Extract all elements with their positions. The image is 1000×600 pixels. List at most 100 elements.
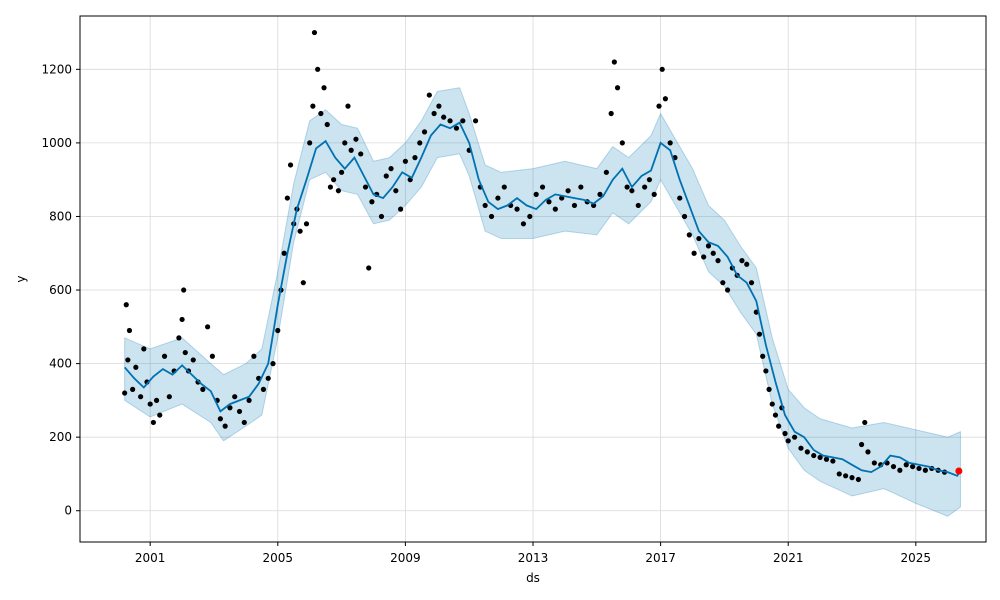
observed-point: [138, 394, 144, 400]
observed-point: [514, 206, 520, 212]
observed-point: [436, 103, 442, 109]
observed-point: [281, 250, 287, 256]
observed-point: [635, 202, 641, 209]
observed-point: [369, 199, 375, 205]
interval-band: [124, 87, 961, 517]
y-tick-label: 1000: [41, 136, 72, 150]
observed-point: [383, 173, 389, 179]
observed-point: [393, 188, 399, 194]
observed-point: [141, 346, 147, 352]
observed-point: [125, 357, 131, 363]
observed-point: [843, 473, 849, 479]
observed-point: [597, 191, 603, 197]
observed-point: [858, 441, 865, 448]
forecast-path: [124, 121, 962, 477]
observed-point: [756, 331, 763, 337]
observed-point: [265, 375, 271, 381]
observed-point: [724, 287, 731, 293]
observed-point: [431, 110, 437, 117]
observed-point: [715, 258, 721, 264]
observed-point: [222, 423, 228, 429]
observed-point: [539, 184, 546, 190]
observed-point: [122, 390, 128, 396]
observed-point: [147, 401, 153, 407]
observed-point: [571, 202, 578, 209]
observed-point: [871, 460, 877, 466]
observed-point: [426, 92, 432, 98]
observed-point: [903, 462, 909, 468]
x-tick-label: 2021: [773, 551, 804, 565]
observed-point: [260, 386, 267, 392]
observed-point: [176, 335, 182, 341]
observed-point: [251, 353, 257, 359]
observed-point: [760, 353, 766, 359]
observed-point: [836, 471, 842, 477]
observed-point: [922, 467, 928, 473]
observed-point: [398, 206, 404, 212]
observed-point: [501, 184, 507, 190]
observed-point: [791, 434, 798, 440]
observed-point: [342, 140, 348, 146]
observed-point: [830, 458, 836, 464]
uncertainty-interval: [124, 87, 961, 517]
observed-point: [123, 302, 129, 308]
observed-point: [182, 349, 188, 356]
observed-point: [310, 103, 316, 109]
observed-point: [421, 129, 428, 135]
observed-point: [533, 191, 539, 197]
observed-point: [157, 412, 163, 418]
observed-point: [603, 169, 609, 175]
observed-point: [270, 361, 276, 367]
x-tick-label: 2025: [901, 551, 932, 565]
observed-point: [855, 476, 861, 483]
observed-point: [748, 280, 755, 286]
observed-point: [217, 416, 223, 422]
observed-point: [849, 475, 855, 481]
observed-point: [691, 250, 697, 256]
observed-point: [662, 96, 668, 102]
observed-point: [686, 232, 692, 238]
observed-point: [378, 213, 385, 220]
observed-point: [318, 110, 324, 117]
observed-point: [611, 59, 617, 65]
observed-point: [559, 195, 565, 201]
grid: [80, 16, 986, 542]
observed-point: [482, 202, 488, 209]
observed-point: [297, 228, 303, 234]
observed-point: [624, 184, 630, 190]
x-axis-label: ds: [526, 571, 540, 585]
observed-point: [546, 199, 552, 205]
observed-point: [166, 394, 172, 400]
observed-point: [565, 188, 571, 194]
observed-point: [677, 195, 683, 201]
x-tick-label: 2009: [390, 551, 421, 565]
observed-point: [811, 452, 817, 459]
observed-point: [614, 85, 621, 91]
observed-point: [656, 103, 662, 109]
highlight-points: [955, 467, 963, 475]
observed-point: [133, 364, 139, 370]
observed-point: [608, 110, 614, 117]
observed-point: [776, 423, 782, 429]
observed-point: [362, 184, 369, 190]
observed-point: [315, 66, 321, 72]
observed-point: [591, 202, 597, 209]
observed-point: [417, 140, 423, 146]
observed-point: [865, 449, 871, 455]
observed-point: [890, 463, 897, 470]
observed-point: [412, 155, 418, 161]
observed-point: [246, 397, 252, 403]
highlight-point: [955, 467, 963, 475]
y-tick-label: 1200: [41, 62, 72, 76]
observed-point: [817, 454, 823, 460]
observed-point: [126, 327, 133, 334]
observed-point: [287, 162, 294, 168]
observed-point: [495, 195, 501, 201]
observed-point: [353, 136, 359, 142]
observed-point: [179, 316, 185, 323]
observed-point: [161, 353, 168, 359]
observed-point: [710, 250, 716, 256]
observed-point: [720, 280, 726, 286]
